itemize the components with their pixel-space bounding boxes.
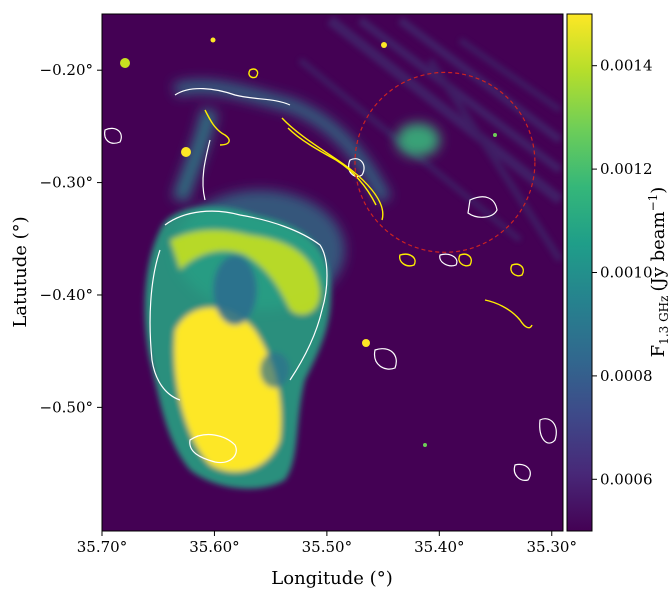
colorbar-tick-label: 0.0006 — [600, 470, 653, 488]
y-tick-label: −0.40° — [40, 286, 93, 304]
colorbar-label-unit: (Jy beam — [648, 211, 669, 291]
emission-map — [104, 16, 563, 489]
colorbar-tick-label: 0.0014 — [600, 57, 653, 75]
y-tick-label: −0.20° — [40, 61, 93, 79]
compact-sources — [120, 37, 497, 447]
plot-area: 35.70° 35.60° 35.50° 35.40° 35.30° −0.20°−0.… — [40, 13, 577, 556]
colorbar-label-sub: 1.3 GHz — [657, 296, 671, 345]
colorbar-tick-label: 0.0010 — [600, 264, 653, 282]
colorbar-label-close: ) — [648, 187, 669, 194]
yellow-contours — [204, 68, 533, 329]
colorbar-label: F1.3 GHz (Jy beam−1) — [646, 187, 671, 358]
colorbar-ramp — [566, 13, 593, 532]
region-circle — [354, 71, 536, 253]
bright-nebula — [144, 206, 331, 489]
colorbar-ticks: 0.0006 0.0008 0.0010 0.0012 0.0014 — [592, 57, 653, 488]
white-contours — [104, 87, 557, 481]
x-tick-label: 35.50° — [302, 538, 352, 556]
x-tick-label: 35.60° — [189, 538, 239, 556]
x-tick-label: 35.30° — [527, 538, 577, 556]
x-axis: 35.70° 35.60° 35.50° 35.40° 35.30° — [77, 531, 577, 556]
colorbar-tick-label: 0.0012 — [600, 160, 653, 178]
colorbar-label-main: F — [648, 345, 669, 358]
y-tick-label: −0.30° — [40, 174, 93, 192]
x-tick-label: 35.40° — [414, 538, 464, 556]
x-axis-label: Longitude (°) — [271, 568, 392, 589]
x-tick-label: 35.70° — [77, 538, 127, 556]
y-axis: −0.20° −0.30° −0.40° −0.50° — [40, 61, 102, 416]
colorbar: 0.0006 0.0008 0.0010 0.0012 0.0014 F1.3 GHz (… — [566, 13, 671, 532]
colorbar-label-exp: −1 — [646, 194, 660, 212]
y-axis-label: Latutude (°) — [10, 216, 31, 327]
plot-frame — [101, 13, 564, 532]
colorbar-tick-label: 0.0008 — [600, 367, 653, 385]
y-tick-label: −0.50° — [40, 398, 93, 416]
